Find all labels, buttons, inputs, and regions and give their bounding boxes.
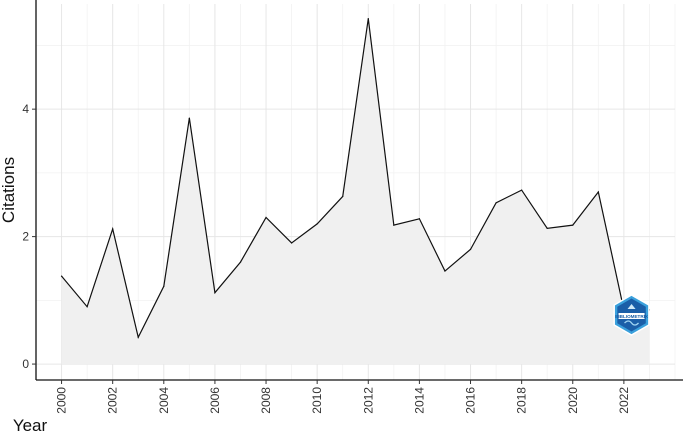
data-point [597,191,599,193]
data-point [393,224,395,226]
x-tick-label: 2018 [515,387,529,414]
data-point [342,195,344,198]
line-layer [60,18,651,340]
data-point [367,18,369,20]
data-point [112,228,114,230]
area-layer [61,18,650,365]
series-area [61,18,650,365]
data-point [469,248,472,250]
data-point [214,292,216,294]
bibliometrix-logo-icon: BIBLIOMETRIX [613,294,650,336]
logo-text: BIBLIOMETRIX [615,314,649,319]
x-tick-label: 2012 [361,387,375,414]
logo-layer: BIBLIOMETRIX [613,294,650,336]
x-tick-label: 2006 [208,387,222,414]
y-tick-label: 4 [22,102,29,116]
x-tick-label: 2004 [157,387,171,414]
data-point [291,242,293,244]
data-point [137,336,139,338]
data-point [163,285,165,287]
data-point [239,261,242,263]
x-tick-label: 2010 [310,387,324,414]
y-tick-label: 2 [22,230,29,244]
data-point [86,306,88,308]
data-point [418,218,420,220]
x-tick-label: 2008 [259,387,273,414]
data-point [521,189,523,191]
data-point [316,223,318,225]
x-tick-label: 2002 [106,387,120,414]
x-tick-label: 2014 [412,387,426,414]
data-point [265,216,267,219]
x-axis-title: Year [13,416,48,434]
data-point [572,224,574,226]
data-point [188,117,190,119]
x-tick-label: 2022 [617,387,631,414]
data-point [546,227,548,229]
axis-layer: 0 2 4 2000 2002 2004 2006 2008 2010 2012 2014 2016 2… [22,0,683,414]
y-tick-label: 0 [22,357,29,371]
y-axis-title: Citations [0,157,18,223]
x-tick-label: 2000 [55,387,69,414]
data-point [444,270,446,272]
data-point [60,275,63,277]
x-tick-label: 2016 [464,387,478,414]
series-line [61,18,650,340]
x-tick-label: 2020 [566,387,580,414]
data-point [495,202,497,204]
